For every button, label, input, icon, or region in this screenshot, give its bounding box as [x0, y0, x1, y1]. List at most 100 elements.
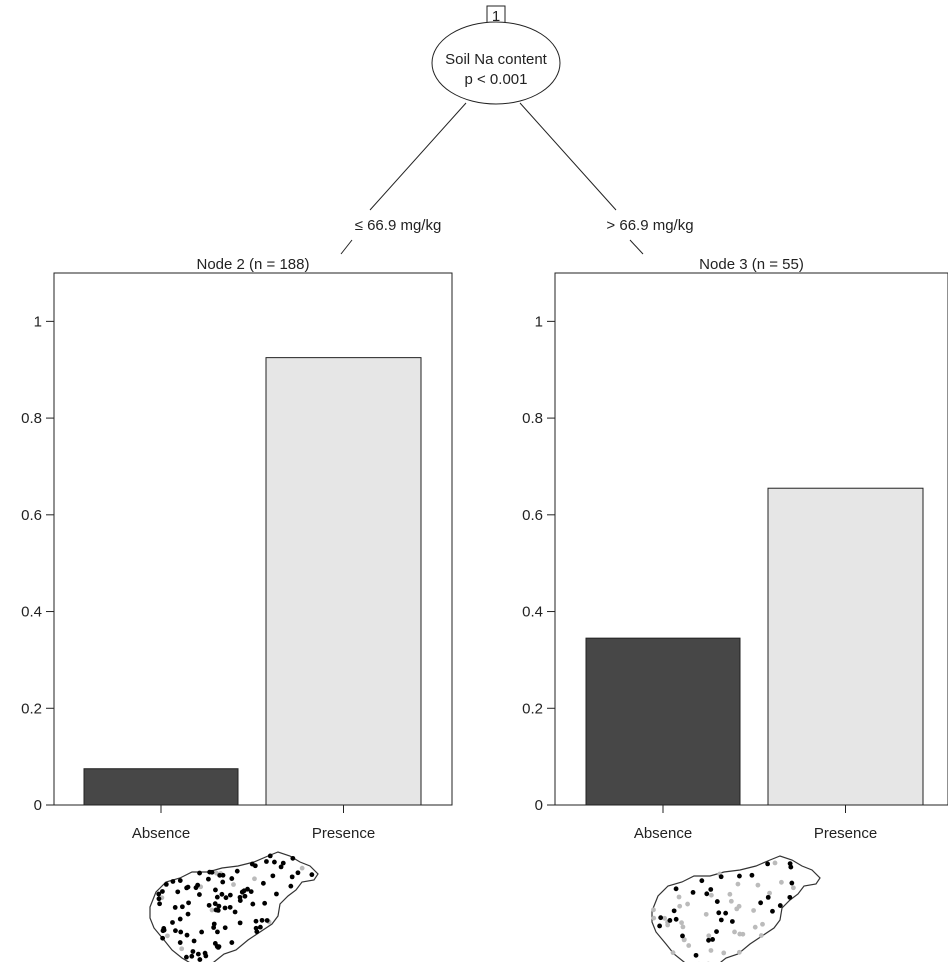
absence-point [718, 874, 724, 880]
presence-point [299, 865, 305, 871]
bar-presence [767, 487, 924, 806]
right-split-label: > 66.9 mg/kg [606, 217, 693, 234]
absence-point [708, 887, 714, 892]
presence-point [772, 860, 778, 866]
absence-point [217, 872, 223, 878]
hungary-map-icon [149, 851, 319, 962]
absence-point [177, 940, 183, 945]
absence-point [290, 855, 296, 861]
absence-point [227, 904, 233, 910]
bar-absence [83, 768, 239, 806]
absence-point [749, 872, 755, 878]
absence-point [172, 905, 178, 910]
absence-point [175, 889, 181, 895]
absence-point [209, 869, 215, 875]
absence-point [229, 876, 235, 881]
absence-point [161, 926, 167, 931]
absence-point [657, 923, 663, 929]
left-edge-upper [369, 102, 467, 211]
absence-point [765, 894, 771, 900]
presence-point [706, 933, 712, 939]
absence-point [262, 900, 268, 906]
absence-point [242, 893, 248, 899]
presence-point [676, 894, 682, 900]
absence-point [179, 904, 185, 910]
absence-point [289, 874, 295, 880]
absence-point [257, 924, 263, 930]
presence-point [686, 943, 692, 948]
split-variable-label: Soil Na content [445, 51, 548, 68]
absence-point [178, 929, 184, 935]
absence-point [253, 925, 259, 931]
presence-point [209, 907, 215, 913]
absence-point [264, 859, 269, 864]
absence-point [729, 919, 735, 924]
absence-point [264, 918, 270, 923]
absence-point [219, 891, 225, 897]
absence-point [309, 872, 315, 878]
presence-point [758, 933, 764, 938]
absence-point [658, 915, 664, 921]
absence-point [213, 887, 218, 893]
absence-point [185, 911, 191, 917]
y-tick-label: 0.2 [21, 700, 42, 717]
root-node-ellipse [431, 21, 561, 105]
x-tick-label: Presence [312, 825, 375, 842]
x-tick-label: Absence [634, 825, 692, 842]
absence-point [186, 900, 191, 906]
absence-point [184, 932, 190, 938]
absence-point [252, 863, 258, 869]
y-tick-label: 0.6 [21, 507, 42, 524]
y-tick-label: 0.8 [522, 410, 543, 427]
absence-point [220, 872, 226, 878]
presence-point [679, 920, 684, 926]
panel-frame [53, 272, 453, 806]
absence-point [259, 917, 265, 923]
absence-point [714, 899, 720, 904]
node-2-map [149, 851, 319, 962]
y-tick-label: 1 [535, 313, 543, 330]
absence-point [211, 925, 217, 930]
x-tick-label: Presence [814, 825, 877, 842]
absence-point [189, 953, 195, 959]
absence-point [213, 907, 219, 913]
absence-point [177, 916, 183, 922]
y-tick-label: 0.4 [21, 604, 42, 621]
presence-point [767, 890, 772, 896]
absence-point [199, 929, 205, 935]
absence-point [202, 950, 208, 956]
absence-point [680, 933, 685, 939]
presence-point [252, 876, 257, 882]
presence-point [790, 885, 796, 891]
absence-point [185, 884, 191, 890]
absence-point [227, 892, 233, 898]
root-node: 1 Soil Na content p < 0.001 [431, 5, 561, 105]
absence-point [270, 873, 276, 879]
presence-point [760, 921, 765, 927]
presence-point [670, 950, 676, 956]
absence-point [714, 929, 719, 935]
absence-point [777, 903, 783, 908]
absence-point [191, 938, 197, 944]
y-tick-label: 0.4 [522, 604, 543, 621]
absence-point [222, 905, 228, 911]
absence-point [673, 916, 679, 922]
presence-point [721, 950, 727, 956]
absence-point [160, 889, 165, 894]
absence-point [156, 896, 162, 902]
presence-point [751, 908, 756, 913]
absence-point [170, 920, 175, 925]
absence-point [278, 864, 284, 870]
absence-point [216, 944, 222, 950]
bar-presence [265, 357, 422, 806]
absence-point [177, 878, 183, 883]
y-tick-label: 0 [34, 797, 42, 814]
absence-point [237, 920, 243, 926]
presence-point [651, 915, 657, 921]
panel-title: Node 3 (n = 55) [699, 256, 804, 273]
absence-point [220, 879, 226, 885]
absence-point [156, 891, 162, 897]
absence-point [215, 929, 220, 935]
presence-point [651, 907, 656, 913]
y-tick-label: 0.8 [21, 410, 42, 427]
